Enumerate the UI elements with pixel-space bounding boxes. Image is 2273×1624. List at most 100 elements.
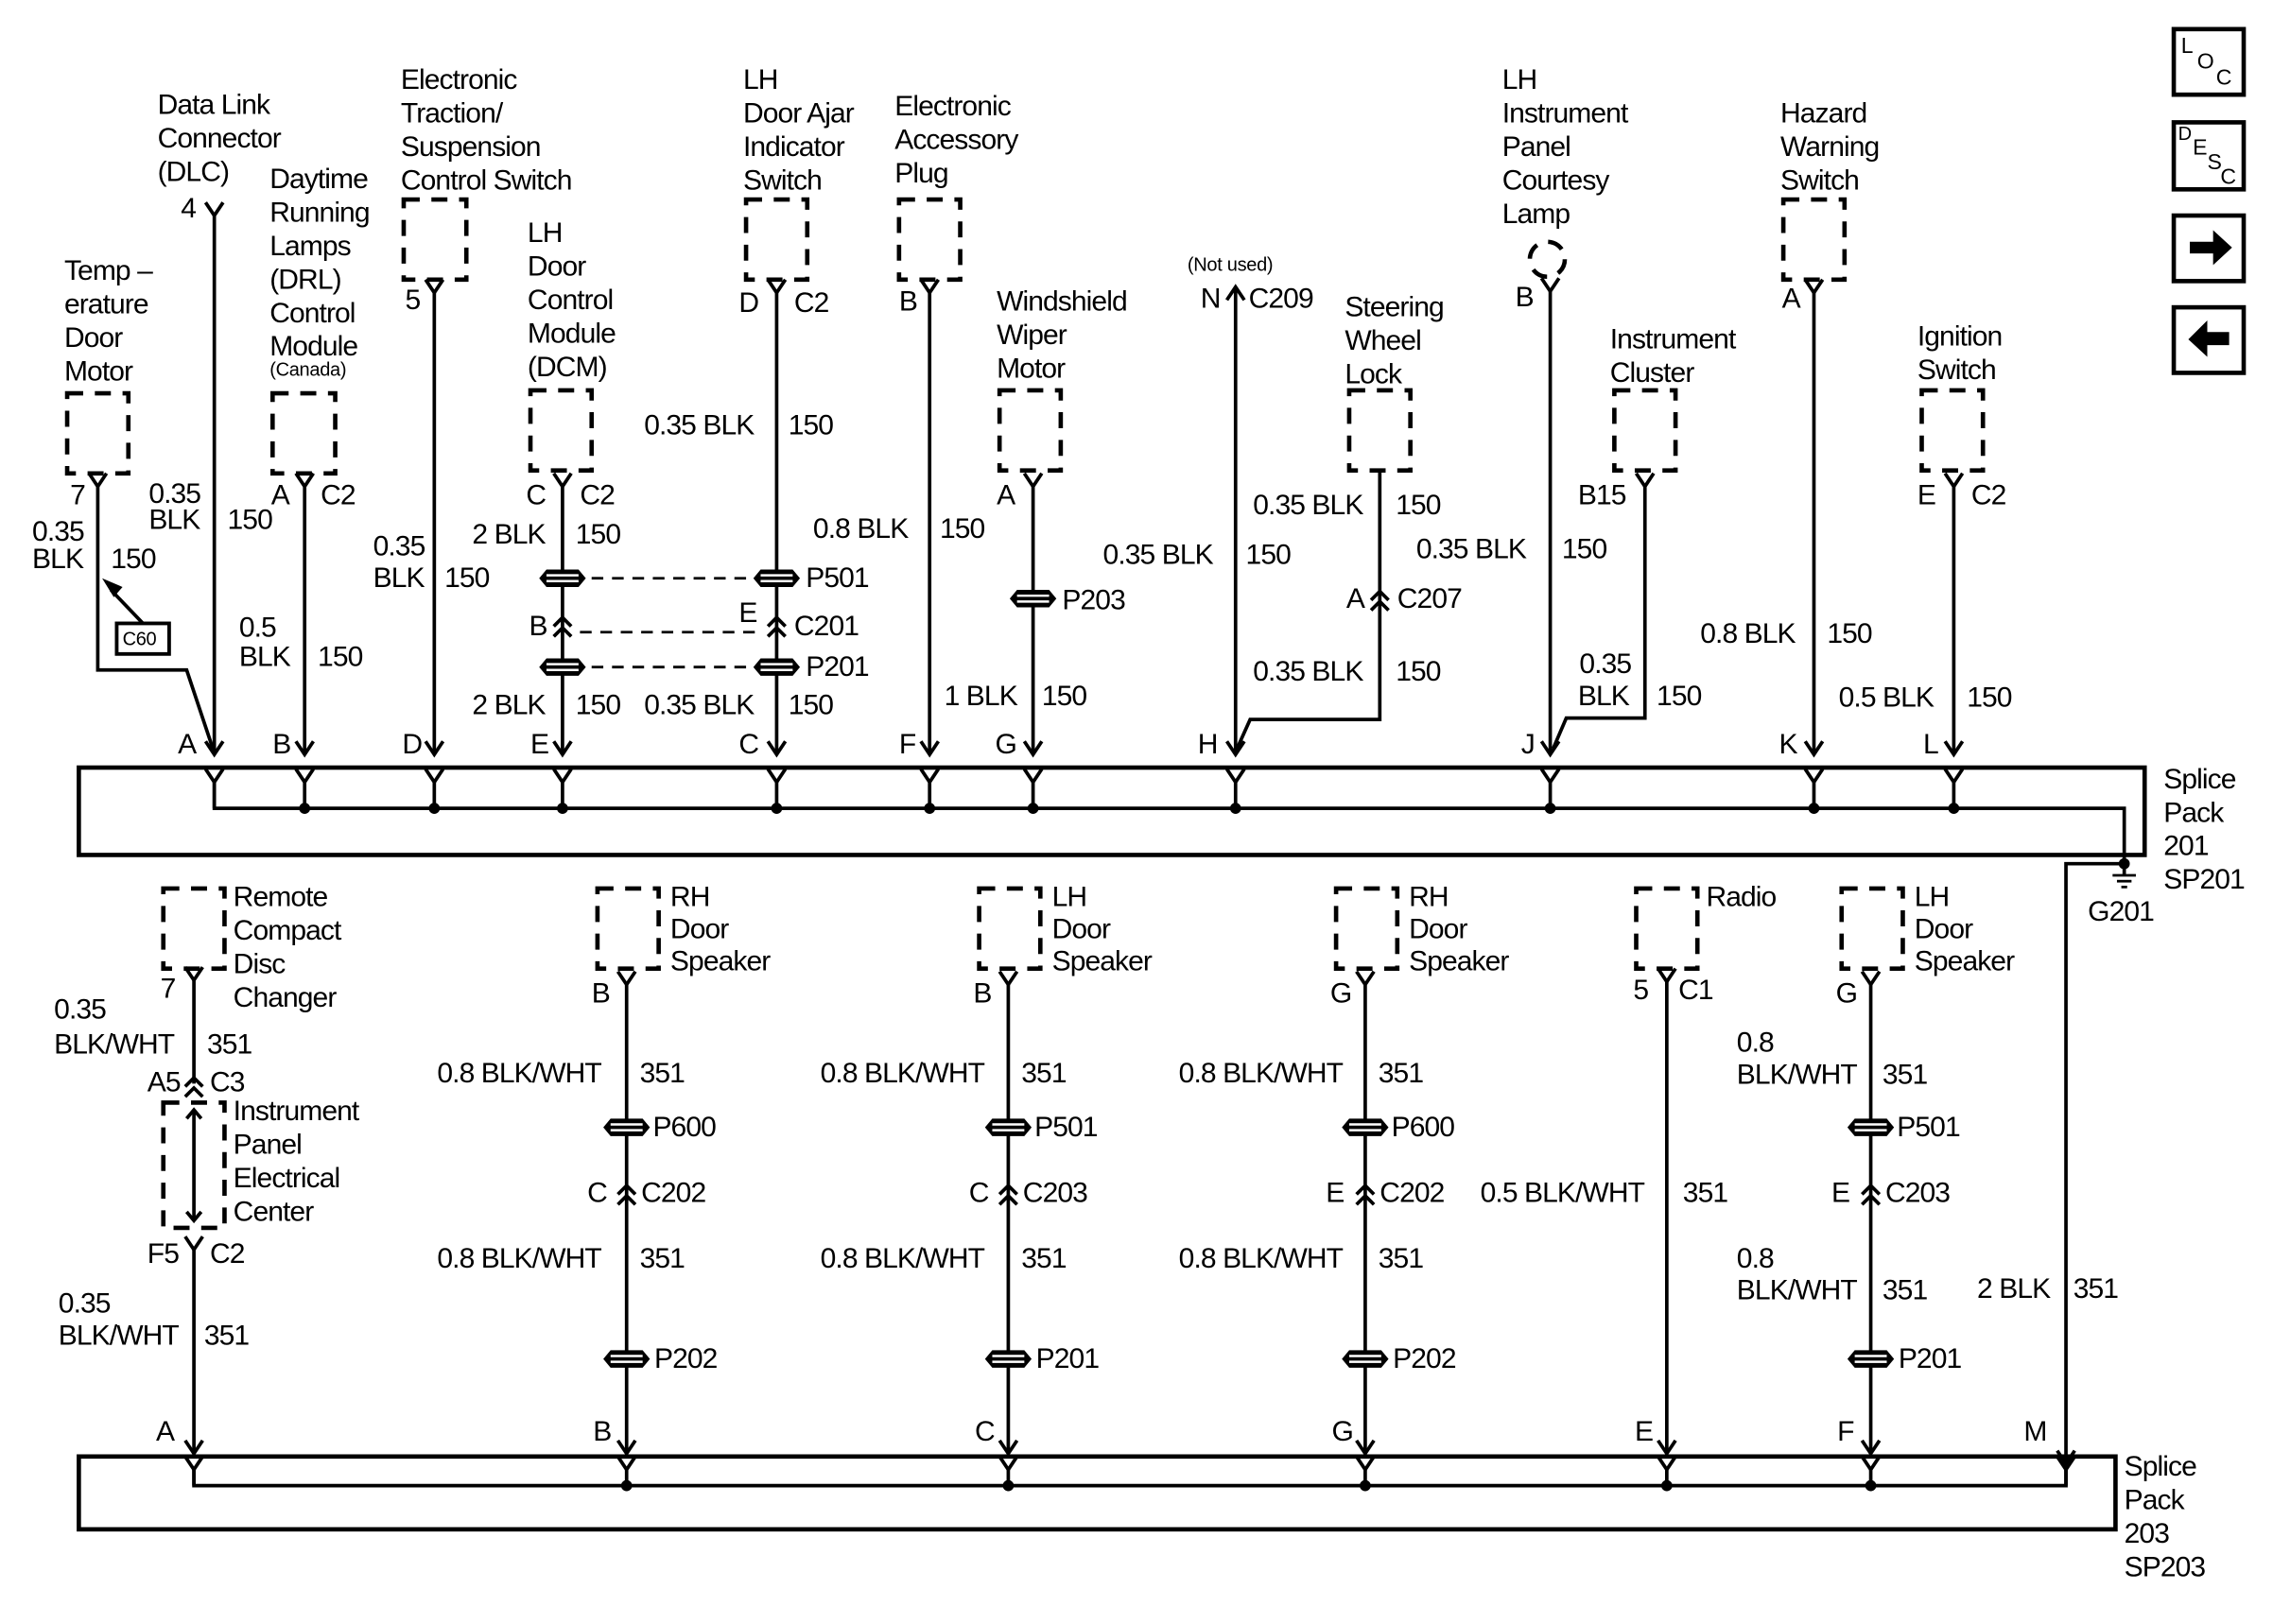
inline-pin-label: A bbox=[1346, 583, 1365, 614]
component-outline bbox=[997, 388, 1064, 473]
component-name-line: Compact bbox=[234, 915, 342, 946]
arrow-down-icon bbox=[184, 1210, 203, 1224]
wire-size: 0.35 bbox=[59, 1288, 111, 1320]
description-icon-letter-e: E bbox=[2193, 135, 2207, 160]
terminal-fork-icon bbox=[919, 768, 940, 786]
arrow-left-icon bbox=[2188, 320, 2230, 357]
circuit-number: 150 bbox=[111, 544, 156, 575]
terminal-fork-icon bbox=[766, 768, 788, 786]
component-name-line: Door bbox=[1915, 914, 1973, 945]
circuit-number: 351 bbox=[1021, 1243, 1067, 1274]
wire-size: 0.35 bbox=[373, 530, 425, 561]
circuit-number: 150 bbox=[576, 519, 621, 550]
splice-pack-label: 201 bbox=[2163, 831, 2209, 862]
component-name-line: Lamp bbox=[1502, 199, 1570, 230]
circuit-number: 150 bbox=[1396, 656, 1441, 687]
arrow-right-icon bbox=[2190, 230, 2232, 266]
wire bbox=[1235, 470, 1382, 750]
component-name-line: Wiper bbox=[997, 320, 1067, 351]
connector-chevron-icon bbox=[552, 614, 573, 628]
next-page-button-frame bbox=[2171, 213, 2247, 284]
inline-connector-label: P501 bbox=[806, 562, 869, 594]
connector-chevron-icon bbox=[1355, 1193, 1376, 1206]
wire-label: 0.35 BLK bbox=[644, 409, 755, 441]
connector-chevron-icon bbox=[183, 1085, 204, 1098]
circuit-number: 351 bbox=[1883, 1060, 1928, 1091]
wire-label: 0.8 BLK bbox=[1700, 618, 1796, 649]
arrow-up-icon bbox=[1224, 284, 1246, 302]
component-outline bbox=[1612, 388, 1678, 473]
pin-label: C bbox=[526, 479, 546, 510]
terminal-fork-icon bbox=[1355, 970, 1376, 988]
circuit-number: 150 bbox=[228, 505, 273, 536]
splice-dot bbox=[1865, 1479, 1877, 1492]
splice-dot bbox=[1229, 803, 1241, 815]
component-name-line: Speaker bbox=[1409, 945, 1509, 976]
connector-label: C2 bbox=[321, 479, 356, 510]
location-button-frame bbox=[2171, 26, 2247, 97]
callout-box bbox=[114, 621, 171, 656]
connector-chevron-icon bbox=[766, 625, 787, 638]
inline-connector-label: P600 bbox=[652, 1112, 716, 1143]
splice-dot bbox=[1360, 1479, 1371, 1492]
terminal-fork-icon bbox=[1803, 768, 1825, 786]
terminal-fork-icon bbox=[616, 970, 637, 988]
component-name-line: Motor bbox=[997, 353, 1066, 384]
splice-dot bbox=[1808, 803, 1820, 815]
ground-label: G201 bbox=[2088, 896, 2154, 927]
wire-color: BLK/WHT bbox=[1737, 1275, 1858, 1306]
callout-label: C60 bbox=[123, 629, 157, 649]
terminal-fork-icon bbox=[1943, 472, 1965, 490]
location-button[interactable]: L O C bbox=[2171, 26, 2247, 97]
inline-connector-label: P201 bbox=[1036, 1343, 1100, 1374]
component-name-line: Disc bbox=[234, 949, 286, 980]
wire-label: 0.35 BLK bbox=[1416, 533, 1527, 564]
splice-pack-label: Pack bbox=[2163, 797, 2225, 828]
pin-label: 4 bbox=[181, 193, 196, 224]
circuit-number: 150 bbox=[789, 689, 834, 720]
splice-bus-203 bbox=[192, 1468, 2068, 1488]
connector-chevron-icon bbox=[616, 1193, 637, 1206]
lamp-icon bbox=[1527, 239, 1568, 280]
wire-size: 0.35 bbox=[54, 993, 106, 1025]
pin-label: G bbox=[1836, 977, 1857, 1009]
component-name-line: Switch bbox=[1917, 354, 1996, 386]
splice-pin-label: D bbox=[402, 729, 422, 760]
arrow-down-icon bbox=[766, 740, 788, 758]
splice-pack-label: Splice bbox=[2125, 1451, 2196, 1482]
pin-label: F5 bbox=[147, 1238, 179, 1270]
connector-chevron-icon bbox=[766, 614, 787, 628]
component-name-line: LH bbox=[1915, 882, 1950, 913]
description-button[interactable]: D E S C bbox=[2171, 120, 2247, 192]
component-name-line: Electronic bbox=[894, 91, 1012, 122]
wire-label: 2 BLK bbox=[472, 519, 546, 550]
component-name-line: Traction/ bbox=[401, 98, 504, 130]
wire-color: BLK bbox=[148, 505, 200, 536]
component-outline bbox=[977, 886, 1043, 971]
component-name-line: Switch bbox=[743, 165, 822, 197]
inline-connector-label: C202 bbox=[1379, 1177, 1444, 1208]
splice-pack-label: Pack bbox=[2125, 1485, 2186, 1516]
inline-connector-label: P600 bbox=[1392, 1112, 1455, 1143]
connector-label: C209 bbox=[1249, 283, 1313, 314]
component-name-line: Indicator bbox=[743, 131, 845, 163]
arrow-down-icon bbox=[1022, 740, 1044, 758]
splice-pack-203 bbox=[77, 1454, 2118, 1532]
splice-pack-label: Splice bbox=[2163, 764, 2235, 795]
inline-connector-icon bbox=[1342, 1350, 1389, 1368]
component-name-line: Electrical bbox=[234, 1163, 340, 1194]
component-name-line: Windshield bbox=[997, 285, 1127, 317]
previous-page-button[interactable] bbox=[2171, 304, 2247, 375]
component-name-line: Courtesy bbox=[1502, 165, 1610, 197]
component-name-line: Changer bbox=[234, 982, 338, 1013]
splice-bus-201 bbox=[212, 780, 2126, 864]
splice-pin-label: K bbox=[1778, 729, 1797, 760]
pin-label: N bbox=[1201, 283, 1221, 314]
connector-chevron-icon bbox=[183, 1075, 204, 1088]
inline-connector-icon bbox=[984, 1118, 1032, 1136]
connector-label: C3 bbox=[210, 1066, 245, 1097]
component-name-line: Connector bbox=[158, 123, 282, 154]
wire-label: 0.8 BLK/WHT bbox=[437, 1243, 601, 1274]
next-page-button[interactable] bbox=[2171, 213, 2247, 284]
